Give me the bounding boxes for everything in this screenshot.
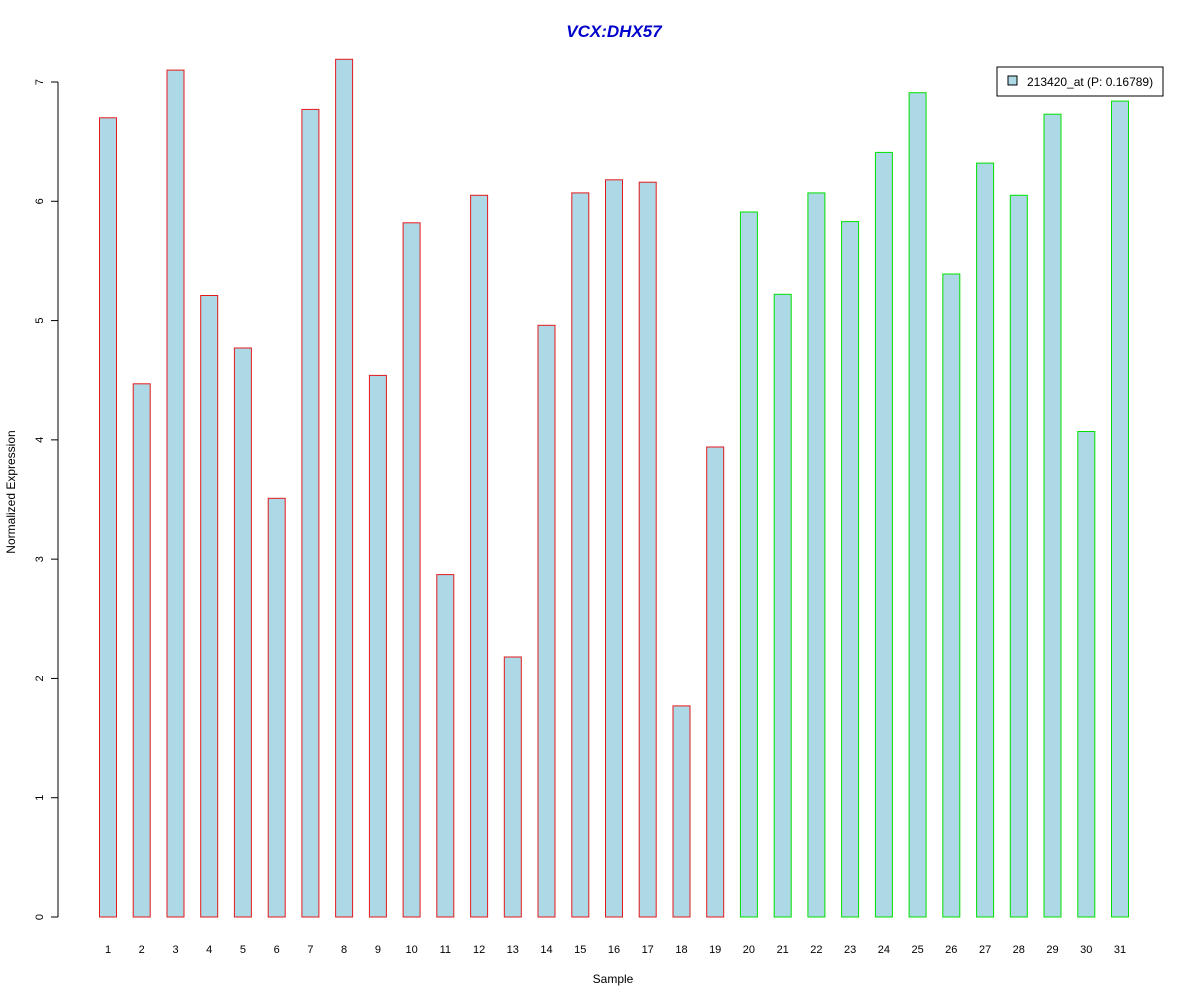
legend-label: 213420_at (P: 0.16789) — [1027, 75, 1153, 89]
x-tick-label: 2 — [139, 944, 145, 956]
x-tick-label: 18 — [675, 944, 687, 956]
bar-sample-7 — [301, 108, 320, 918]
bar-sample-23 — [841, 221, 860, 918]
x-tick-label: 19 — [709, 944, 721, 956]
bar-sample-24 — [874, 151, 893, 918]
bar-sample-3 — [166, 69, 185, 918]
bar-sample-5 — [233, 347, 252, 918]
bar-sample-27 — [976, 162, 995, 918]
x-tick-label: 30 — [1080, 944, 1092, 956]
y-tick-label: 2 — [34, 675, 46, 681]
bar-sample-21 — [773, 293, 792, 918]
y-tick-label: 6 — [34, 198, 46, 204]
bars — [99, 58, 1129, 918]
bar-sample-20 — [739, 211, 758, 918]
bar-sample-12 — [470, 194, 489, 918]
bar-sample-29 — [1043, 113, 1062, 918]
x-tick-label: 23 — [844, 944, 856, 956]
chart-title: VCX:DHX57 — [566, 22, 663, 41]
x-tick-label: 26 — [945, 944, 957, 956]
bar-sample-14 — [537, 324, 556, 918]
x-axis-title: Sample — [593, 972, 634, 986]
x-tick-label: 25 — [911, 944, 923, 956]
bar-sample-2 — [132, 383, 151, 918]
bar-sample-6 — [267, 497, 286, 918]
y-axis: 0 1 2 3 4 5 6 7 — [34, 79, 59, 920]
x-tick-label: 29 — [1046, 944, 1058, 956]
legend-box — [996, 66, 1164, 97]
y-axis-title: Normalized Expression — [4, 430, 18, 553]
bar-sample-19 — [706, 446, 725, 918]
y-tick-label: 3 — [34, 556, 46, 562]
y-tick-label: 0 — [34, 914, 46, 920]
bar-sample-1 — [99, 117, 117, 918]
x-tick-label: 5 — [240, 944, 246, 956]
bar-sample-8 — [335, 58, 354, 918]
x-tick-label: 6 — [274, 944, 280, 956]
y-tick-label: 1 — [34, 795, 46, 801]
x-tick-label: 4 — [206, 944, 212, 956]
x-tick-label: 20 — [743, 944, 755, 956]
bar-sample-15 — [571, 192, 590, 918]
x-tick-label: 7 — [307, 944, 313, 956]
y-tick-label: 5 — [34, 318, 46, 324]
x-tick-label: 9 — [375, 944, 381, 956]
x-tick-label: 10 — [405, 944, 417, 956]
x-tick-label: 16 — [608, 944, 620, 956]
legend-swatch — [1007, 75, 1018, 86]
x-tick-label: 31 — [1114, 944, 1126, 956]
bar-sample-11 — [436, 574, 455, 918]
legend: 213420_at (P: 0.16789) — [996, 66, 1164, 97]
x-axis: 1 2 3 4 5 6 7 8 9 10 11 12 13 14 15 16 17 18 19 20 21 22 23 24 2… — [105, 944, 1126, 956]
bar-sample-9 — [368, 374, 387, 918]
bar-sample-31 — [1111, 100, 1129, 918]
y-tick-label: 7 — [34, 79, 46, 85]
x-tick-label: 1 — [105, 944, 111, 956]
bar-sample-16 — [605, 179, 623, 918]
x-tick-label: 17 — [642, 944, 654, 956]
y-tick-label: 4 — [34, 437, 46, 443]
x-tick-label: 21 — [777, 944, 789, 956]
bar-sample-25 — [908, 92, 927, 918]
x-tick-label: 13 — [507, 944, 519, 956]
x-tick-label: 11 — [440, 944, 451, 956]
bar-sample-13 — [503, 656, 522, 918]
bar-sample-22 — [807, 192, 826, 918]
x-tick-label: 14 — [540, 944, 552, 956]
bar-sample-28 — [1009, 194, 1028, 918]
bar-sample-17 — [638, 181, 657, 918]
x-tick-label: 24 — [878, 944, 890, 956]
bar-sample-4 — [200, 295, 219, 918]
x-tick-label: 28 — [1013, 944, 1025, 956]
x-tick-label: 12 — [473, 944, 485, 956]
x-tick-label: 15 — [574, 944, 586, 956]
x-tick-label: 3 — [172, 944, 178, 956]
bar-sample-30 — [1077, 431, 1096, 918]
bar-sample-10 — [402, 222, 421, 918]
x-tick-label: 27 — [979, 944, 991, 956]
x-tick-label: 8 — [341, 944, 347, 956]
bar-sample-18 — [672, 705, 691, 918]
bar-sample-26 — [942, 273, 961, 918]
x-tick-label: 22 — [810, 944, 822, 956]
